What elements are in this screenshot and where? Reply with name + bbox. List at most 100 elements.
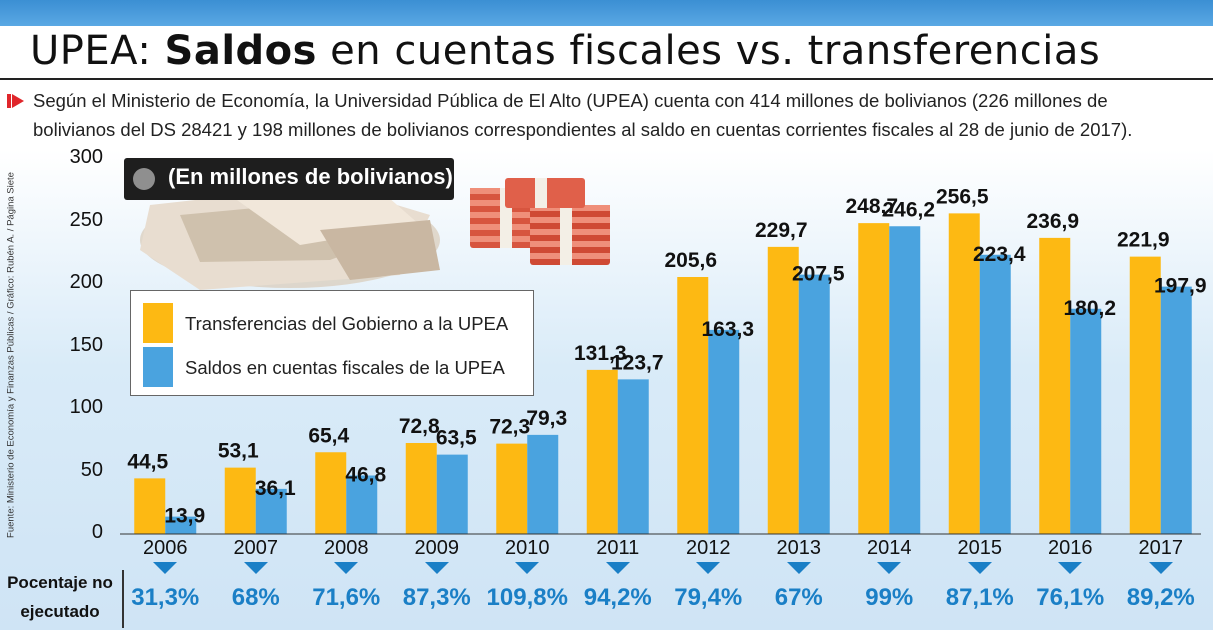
value-label-transferencias: 131,3 [574, 342, 627, 365]
chevron-down-icon [605, 562, 630, 574]
bar-saldos-2008 [346, 475, 378, 534]
bar-transferencias-2015 [948, 213, 980, 534]
legend-label-saldos: Saldos en cuentas fiscales de la UPEA [185, 357, 505, 378]
value-label-saldos: 163,3 [701, 318, 754, 341]
y-tick-label: 200 [69, 271, 103, 293]
bar-saldos-2013 [798, 274, 830, 534]
bar-saldos-2010 [527, 434, 559, 534]
bar-saldos-2009 [436, 454, 468, 534]
porcentaje-value: 68% [231, 584, 280, 611]
y-tick-label: 250 [69, 208, 103, 231]
porcentaje-no-ejecutado-label: Pocentaje no ejecutado [7, 573, 113, 621]
cash-bundles-illustration [470, 178, 610, 265]
top-color-bar [0, 0, 1213, 26]
x-tick-label: 2012 [686, 537, 731, 559]
chevron-down-icon [696, 562, 721, 574]
value-label-saldos: 223,4 [973, 243, 1026, 266]
value-label-saldos: 207,5 [792, 263, 845, 286]
title-rule [0, 78, 1213, 80]
chart-subtitle: (En millones de bolivianos) [168, 164, 453, 189]
y-tick-label: 100 [69, 396, 103, 418]
value-label-saldos: 246,2 [882, 198, 935, 221]
value-label-transferencias: 256,5 [936, 185, 989, 208]
porcentaje-value: 87,3% [402, 584, 471, 611]
value-label-transferencias: 72,3 [489, 416, 530, 439]
value-label-saldos: 46,8 [345, 464, 386, 487]
y-tick-label: 150 [69, 333, 103, 356]
value-label-transferencias: 221,9 [1117, 229, 1170, 252]
x-tick-label: 2015 [957, 537, 1003, 559]
porcentaje-value: 99% [865, 584, 914, 611]
porcentaje-value: 87,1% [945, 584, 1014, 611]
porcentaje-value: 76,1% [1036, 584, 1105, 611]
legend-swatch-saldos [143, 347, 173, 387]
bar-saldos-2017 [1160, 286, 1192, 534]
x-tick-label: 2010 [505, 537, 550, 559]
description-text: Según el Ministerio de Economía, la Univ… [33, 90, 1133, 140]
value-label-saldos: 13,9 [164, 505, 205, 528]
chevron-down-icon [786, 562, 811, 574]
value-label-transferencias: 236,9 [1026, 210, 1079, 233]
chevron-down-icon [967, 562, 992, 574]
bar-transferencias-2013 [767, 246, 799, 534]
chevron-down-icon [515, 562, 540, 574]
value-label-transferencias: 248,7 [845, 195, 898, 218]
bar-saldos-2006 [165, 516, 197, 534]
page-title: UPEA: Saldos en cuentas fiscales vs. tra… [30, 28, 1101, 74]
bar-transferencias-2016 [1039, 237, 1071, 534]
porcentaje-value: 79,4% [674, 584, 743, 611]
chevron-down-icon [153, 562, 178, 574]
y-tick-label: 50 [80, 458, 103, 481]
value-label-saldos: 36,1 [255, 477, 296, 500]
x-tick-label: 2016 [1048, 537, 1093, 559]
chevron-down-icon [243, 562, 268, 574]
value-label-saldos: 180,2 [1063, 297, 1116, 320]
chevron-down-icon [424, 562, 449, 574]
bar-transferencias-2011 [586, 369, 618, 534]
bottom-divider [122, 570, 124, 628]
x-tick-label: 2007 [233, 537, 279, 559]
bar-transferencias-2014 [858, 223, 890, 534]
porcentaje-value: 109,8% [486, 584, 568, 611]
value-label-transferencias: 44,5 [127, 450, 168, 473]
bar-saldos-2016 [1070, 308, 1102, 534]
chevron-down-icon [877, 562, 902, 574]
porcentaje-value: 31,3% [131, 584, 200, 611]
porcentaje-value: 94,2% [583, 584, 652, 611]
value-label-transferencias: 65,4 [308, 424, 349, 447]
bar-transferencias-2017 [1129, 256, 1161, 534]
x-tick-label: 2011 [596, 537, 640, 559]
value-label-saldos: 79,3 [526, 407, 567, 430]
x-tick-label: 2014 [867, 537, 912, 559]
bar-saldos-2007 [255, 488, 287, 534]
x-tick-label: 2006 [143, 537, 188, 559]
value-label-transferencias: 229,7 [755, 219, 808, 242]
bar-transferencias-2008 [315, 452, 347, 534]
x-tick-label: 2017 [1138, 537, 1184, 559]
bar-transferencias-2007 [224, 467, 256, 534]
porcentaje-value: 67% [774, 584, 823, 611]
chevron-down-icon [1058, 562, 1083, 574]
legend-label-transferencias: Transferencias del Gobierno a la UPEA [185, 313, 509, 334]
x-tick-label: 2013 [776, 537, 822, 559]
bar-saldos-2012 [708, 329, 740, 534]
chart-legend: Transferencias del Gobierno a la UPEA Sa… [130, 290, 534, 396]
bar-transferencias-2009 [405, 443, 437, 534]
y-tick-label: 300 [69, 146, 103, 168]
legend-swatch-transferencias [143, 303, 173, 343]
value-label-transferencias: 72,8 [399, 415, 440, 438]
value-label-saldos: 197,9 [1154, 275, 1207, 298]
y-tick-label: 0 [91, 521, 103, 543]
bar-saldos-2015 [979, 254, 1011, 534]
porcentaje-value: 71,6% [312, 584, 381, 611]
x-tick-label: 2008 [324, 537, 369, 559]
bar-transferencias-2010 [496, 443, 528, 534]
subtitle-box [124, 158, 454, 200]
value-label-saldos: 123,7 [611, 351, 664, 374]
circle-icon [133, 168, 155, 190]
bar-saldos-2014 [889, 226, 921, 534]
bullet-arrow-icon [12, 94, 24, 108]
money-illustration [140, 185, 440, 290]
value-label-transferencias: 205,6 [664, 249, 717, 272]
